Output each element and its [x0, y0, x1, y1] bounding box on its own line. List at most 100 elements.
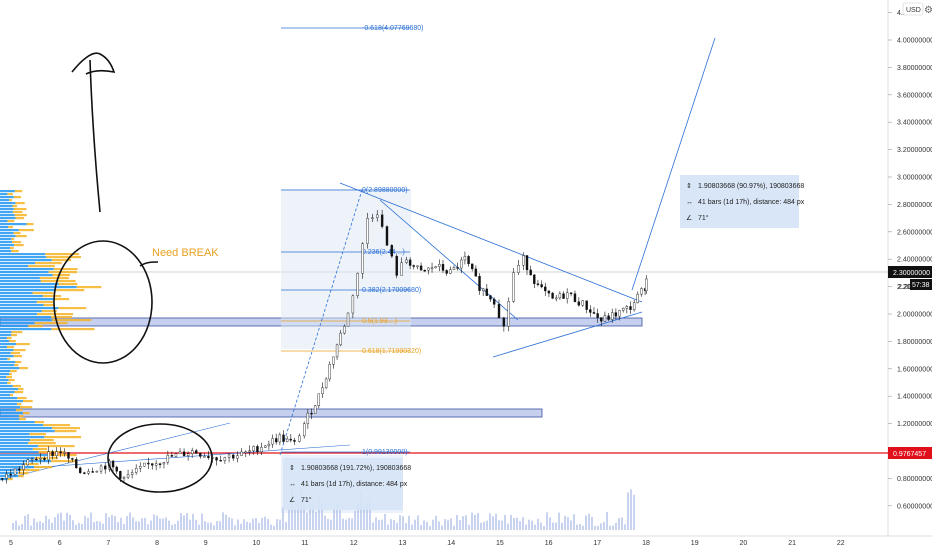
candle-body — [395, 255, 398, 276]
profile-bar-blue — [0, 424, 44, 427]
profile-bar-blue — [0, 223, 27, 226]
profile-bar-blue — [0, 259, 52, 262]
profile-bar-blue — [0, 433, 30, 436]
profile-bar-orange — [6, 376, 13, 379]
profile-bar-orange — [15, 235, 27, 238]
volume-bar — [216, 521, 218, 530]
profile-bar-blue — [0, 280, 41, 283]
gear-icon[interactable]: ⚙ — [924, 5, 932, 16]
volume-bar — [195, 519, 197, 530]
profile-bar-blue — [0, 379, 9, 382]
candle-body — [267, 443, 271, 447]
volume-bar — [114, 516, 116, 530]
volume-bar — [147, 524, 149, 530]
profile-bar-blue — [0, 190, 15, 193]
volume-bar — [462, 516, 464, 530]
candle-body — [547, 290, 551, 294]
profile-bar-orange — [28, 265, 55, 268]
profile-bar-blue — [0, 457, 35, 460]
volume-bar — [417, 515, 419, 530]
candle-body — [186, 453, 190, 456]
volume-bar — [174, 524, 176, 530]
profile-bar-orange — [9, 373, 12, 376]
time-axis[interactable]: 5 6 7 8 9 10 11 12 13 14 15 16 17 18 19 20 21 22 — [9, 540, 845, 547]
candle-body — [162, 462, 166, 465]
volume-bar — [90, 512, 92, 530]
profile-bar-orange — [10, 352, 21, 355]
x-tick-label: 7 — [106, 540, 110, 547]
volume-bar — [171, 524, 173, 530]
profile-bar-blue — [0, 421, 35, 424]
measure-line-bottom — [279, 189, 363, 456]
profile-bar-blue — [0, 205, 13, 208]
y-tick-label: 2.80000000 — [897, 202, 932, 209]
profile-bar-orange — [15, 217, 25, 220]
volume-bar — [261, 517, 263, 530]
volume-bar — [546, 512, 548, 530]
profile-bar-orange — [11, 238, 15, 241]
profile-bar-blue — [0, 262, 36, 265]
currency-button[interactable] — [902, 2, 924, 16]
volume-bar — [318, 494, 320, 530]
volume-bar — [192, 513, 194, 530]
measure-bottom-icon3: ∠ — [289, 496, 295, 504]
volume-bar — [129, 512, 131, 530]
candle-body — [26, 459, 30, 466]
candle-body — [632, 302, 636, 310]
measure-top-icon2: ↔ — [686, 199, 693, 206]
candle-body — [423, 269, 426, 272]
y-tick-label: 1.40000000 — [897, 394, 932, 401]
candle-body — [603, 315, 607, 322]
volume-bar — [480, 522, 482, 530]
profile-bar-blue — [0, 298, 55, 301]
volume-bar — [30, 525, 32, 530]
profile-bar-blue — [0, 202, 16, 205]
candle-body — [35, 458, 38, 461]
profile-bar-blue — [0, 427, 53, 430]
measure-bottom-icon2: ↔ — [289, 481, 296, 488]
profile-bar-blue — [0, 352, 11, 355]
candle-body — [581, 300, 584, 306]
volume-bar — [99, 521, 101, 530]
profile-bar-orange — [11, 250, 19, 253]
volume-bar — [18, 525, 20, 530]
candle-body — [130, 472, 134, 475]
candle-body — [332, 356, 335, 365]
volume-bar — [468, 524, 470, 530]
candle-body — [596, 313, 599, 318]
candle-body — [63, 452, 66, 454]
profile-bar-orange — [29, 433, 47, 436]
profile-bar-blue — [0, 373, 10, 376]
x-tick-label: 15 — [496, 540, 504, 547]
candle-body — [195, 450, 198, 454]
candle-body — [371, 217, 374, 220]
candle-body — [430, 267, 434, 270]
profile-bar-blue — [0, 277, 40, 280]
profile-bar-blue — [0, 238, 12, 241]
profile-bar-orange — [7, 193, 13, 196]
candle-body — [474, 268, 478, 277]
candle-body — [119, 471, 122, 479]
volume-bar — [243, 519, 245, 530]
candle-body — [51, 451, 54, 456]
volume-bar — [558, 512, 560, 530]
hand-circle-lower — [107, 423, 213, 493]
candle-body — [91, 471, 94, 473]
candle-body — [385, 226, 389, 246]
profile-bar-orange — [22, 400, 33, 403]
volume-bar — [54, 517, 56, 530]
volume-bar — [408, 515, 410, 530]
candle-body — [199, 453, 202, 457]
volume-bar — [201, 513, 203, 530]
profile-bar-blue — [0, 250, 12, 253]
volume-bar — [324, 515, 326, 530]
volume-bar — [219, 521, 221, 530]
profile-bar-blue — [0, 247, 11, 250]
candle-body — [445, 270, 448, 274]
volume-bar — [198, 524, 200, 530]
need-break-label: Need BREAK — [152, 247, 219, 259]
profile-bar-orange — [14, 391, 24, 394]
candle-body — [585, 300, 588, 310]
